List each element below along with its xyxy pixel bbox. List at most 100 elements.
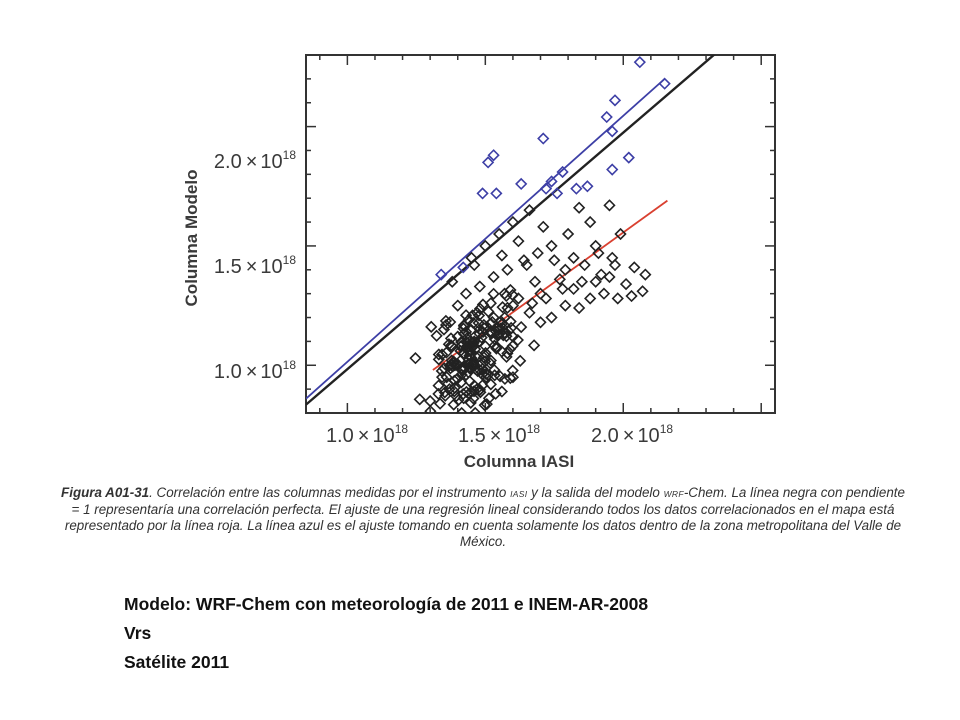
scatter-point-black [515, 320, 528, 334]
scatter-point-black [537, 220, 550, 233]
scatter-point-black [561, 227, 575, 241]
scatter-point-black [534, 316, 547, 329]
x-tick-label-1: 1.0 × 1018 [326, 422, 408, 447]
scatter-point-black [559, 263, 572, 276]
scatter-point-black [451, 299, 464, 312]
scatter-point-black [595, 268, 608, 281]
line-1:1 [306, 55, 716, 406]
scatter-point-blue [457, 261, 470, 274]
scatter-point-black [459, 287, 473, 300]
footer-line-satellite: Satélite 2011 [124, 652, 230, 672]
scatter-point-blue [658, 77, 671, 90]
scatter-point-black [473, 280, 486, 293]
scatter-point-black [468, 359, 481, 372]
scatter-point-black [440, 371, 453, 384]
y-axis-title: Columna Modelo [182, 170, 201, 307]
scatter-point-blue [539, 182, 553, 195]
scatter-point-cluster [432, 353, 445, 366]
scatter-point-black [545, 311, 558, 324]
scatter-point-cluster [447, 356, 461, 369]
figure-caption: Figura A01-31. Correlación entre las col… [58, 485, 908, 550]
caption-wrf: WRF [663, 489, 684, 499]
scatter-point-cluster [455, 376, 468, 389]
scatter-point-black [625, 289, 638, 303]
scatter-point-cluster [460, 342, 473, 356]
y-tick-label-2: 2.0 × 1018 [214, 148, 296, 173]
scatter-point-black [523, 306, 536, 319]
scatter-point-cluster [413, 393, 426, 406]
scatter-point-black [481, 368, 495, 381]
scatter-point-black [517, 254, 531, 267]
footer-text: Modelo: WRF-Chem con meteorología de 201… [124, 590, 648, 677]
scatter-point-black [457, 387, 470, 401]
scatter-point-black [484, 297, 497, 310]
scatter-point-cluster [469, 406, 482, 413]
scatter-point-black [495, 249, 509, 262]
data-points [409, 56, 671, 413]
scatter-point-cluster [439, 318, 453, 332]
caption-text-2: y la salida del modelo [527, 485, 664, 500]
scatter-point-black [459, 368, 473, 381]
caption-iasi: IASI [510, 489, 528, 499]
scatter-point-black [597, 287, 611, 300]
scatter-point-black [473, 323, 486, 336]
scatter-point-cluster [487, 287, 500, 300]
regression-lines [306, 55, 716, 406]
scatter-point-cluster [489, 387, 502, 400]
scatter-point-black [526, 297, 539, 310]
scatter-point-black [498, 311, 511, 324]
scatter-point-black [548, 254, 561, 267]
scatter-point-blue [537, 132, 550, 145]
scatter-point-blue [556, 165, 569, 179]
scatter-point-black [559, 299, 572, 312]
scatter-point-cluster [455, 406, 468, 413]
x-tick-labels: 1.0 × 1018 1.5 × 1018 2.0 × 1018 [326, 422, 673, 447]
scatter-point-black [490, 342, 503, 355]
scatter-point-black [628, 261, 641, 274]
scatter-point-cluster [435, 371, 449, 384]
scatter-point-blue [435, 268, 448, 281]
scatter-point-black [636, 285, 649, 298]
scatter-point-black [578, 258, 591, 272]
scatter-point-black [437, 323, 451, 336]
scatter-point-cluster [496, 301, 509, 314]
scatter-point-black [470, 306, 484, 319]
footer-line-model: Modelo: WRF-Chem con meteorología de 201… [124, 594, 649, 614]
scatter-point-cluster [425, 320, 438, 333]
scatter-point-black [534, 287, 547, 300]
scatter-point-cluster [464, 396, 477, 409]
scatter-point-black [501, 263, 514, 276]
scatter-point-blue [570, 182, 583, 195]
scatter-point-cluster [506, 364, 519, 377]
caption-text-3: -Chem. La línea negra con pendiente = 1 … [64, 485, 905, 549]
scatter-point-black [446, 275, 459, 288]
scatter-point-cluster [503, 343, 517, 356]
scatter-point-blue [606, 163, 619, 176]
scatter-point-cluster [501, 301, 514, 314]
scatter-point-black [498, 287, 511, 300]
scatter-point-black [506, 215, 520, 229]
scatter-point-black [611, 292, 624, 305]
scatter-point-black [589, 275, 602, 288]
scatter-point-cluster [430, 329, 443, 342]
scatter-point-cluster [432, 379, 445, 392]
line-fit-blue [306, 78, 666, 400]
scatter-point-cluster [409, 352, 422, 365]
scatter-point-blue [633, 56, 646, 69]
caption-text-1: . Correlación entre las columnas medidas… [149, 485, 511, 500]
scatter-point-black [506, 299, 520, 312]
x-axis-title: Columna IASI [464, 452, 575, 471]
scatter-point-black [448, 359, 462, 372]
y-tick-label-1-5: 1.5 × 1018 [214, 253, 296, 278]
scatter-point-black [462, 340, 475, 353]
scatter-point-black [539, 292, 553, 305]
scatter-point-black [556, 282, 569, 296]
scatter-point-black [572, 301, 586, 315]
scatter-point-black [567, 282, 580, 296]
scatter-point-black [424, 394, 437, 408]
scatter-point-blue [608, 94, 622, 107]
scatter-point-black [451, 330, 464, 343]
scatter-point-black [584, 215, 597, 229]
scatter-point-blue [550, 187, 564, 200]
